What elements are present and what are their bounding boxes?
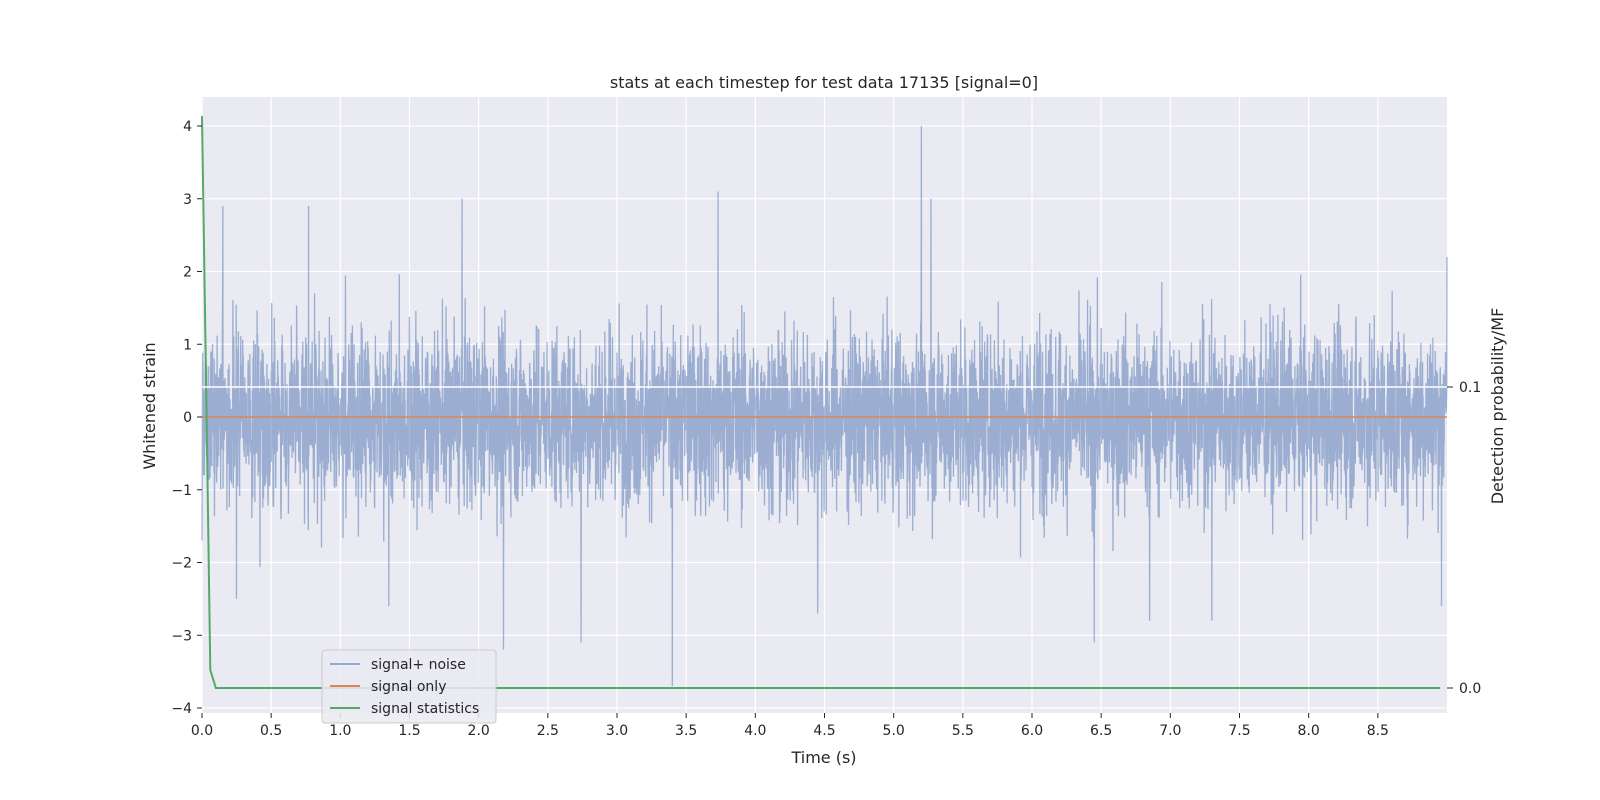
y-tick-label: 4 xyxy=(183,119,192,135)
x-tick-label: 6.0 xyxy=(1021,723,1043,739)
x-tick-label: 5.0 xyxy=(883,723,905,739)
right-axis-ticks: 0.1 0.0 xyxy=(1447,380,1481,697)
legend-box xyxy=(321,649,497,724)
x-tick-label: 4.0 xyxy=(744,723,766,739)
x-tick-label: 7.0 xyxy=(1159,723,1181,739)
y-tick-label: −4 xyxy=(171,701,192,717)
y-tick-label: 1 xyxy=(183,337,192,353)
x-tick-label: 3.0 xyxy=(606,723,628,739)
y-tick-label: −1 xyxy=(171,483,192,499)
legend-label-signal-noise: signal+ noise xyxy=(371,657,466,673)
x-tick-label: 7.5 xyxy=(1228,723,1250,739)
x-axis-ticks: 0.0 0.5 1.0 1.5 2.0 2.5 3.0 3.5 4.0 4.5 5.0 5.5 6.0 6… xyxy=(191,713,1389,739)
x-tick-label: 4.5 xyxy=(813,723,835,739)
x-axis-label: Time (s) xyxy=(790,748,856,767)
x-tick-label: 3.5 xyxy=(675,723,697,739)
signal-noise-line xyxy=(201,125,1448,687)
x-tick-label: 1.0 xyxy=(329,723,351,739)
y-tick-label: 2 xyxy=(183,265,192,281)
signal-statistics-line xyxy=(201,116,1441,689)
x-tick-label: 0.0 xyxy=(191,723,213,739)
x-tick-label: 2.0 xyxy=(468,723,490,739)
chart-title: stats at each timestep for test data 171… xyxy=(610,73,1038,92)
signal-noise-series xyxy=(201,125,1448,687)
y2-tick-label: 0.0 xyxy=(1459,681,1481,697)
right-axis-label: Detection probability/MF xyxy=(1488,308,1507,505)
legend: signal+ noise signal only signal statist… xyxy=(321,649,497,724)
y-axis-label: Whitened strain xyxy=(140,342,159,469)
y-axis-ticks: 4 3 2 1 0 −1 −2 −3 −4 xyxy=(171,119,202,717)
x-tick-label: 0.5 xyxy=(260,723,282,739)
series-layer xyxy=(201,116,1447,689)
x-tick-label: 5.5 xyxy=(952,723,974,739)
y-tick-label: −2 xyxy=(171,556,192,572)
x-tick-label: 6.5 xyxy=(1090,723,1112,739)
legend-label-signal-statistics: signal statistics xyxy=(371,701,479,717)
x-tick-label: 2.5 xyxy=(537,723,559,739)
y-tick-label: 3 xyxy=(183,192,192,208)
y-tick-label: −3 xyxy=(171,628,192,644)
x-tick-label: 8.5 xyxy=(1367,723,1389,739)
legend-label-signal-only: signal only xyxy=(371,679,446,695)
x-tick-label: 1.5 xyxy=(398,723,420,739)
y2-tick-label: 0.1 xyxy=(1459,380,1481,396)
x-tick-label: 8.0 xyxy=(1298,723,1320,739)
y-tick-label: 0 xyxy=(183,410,192,426)
